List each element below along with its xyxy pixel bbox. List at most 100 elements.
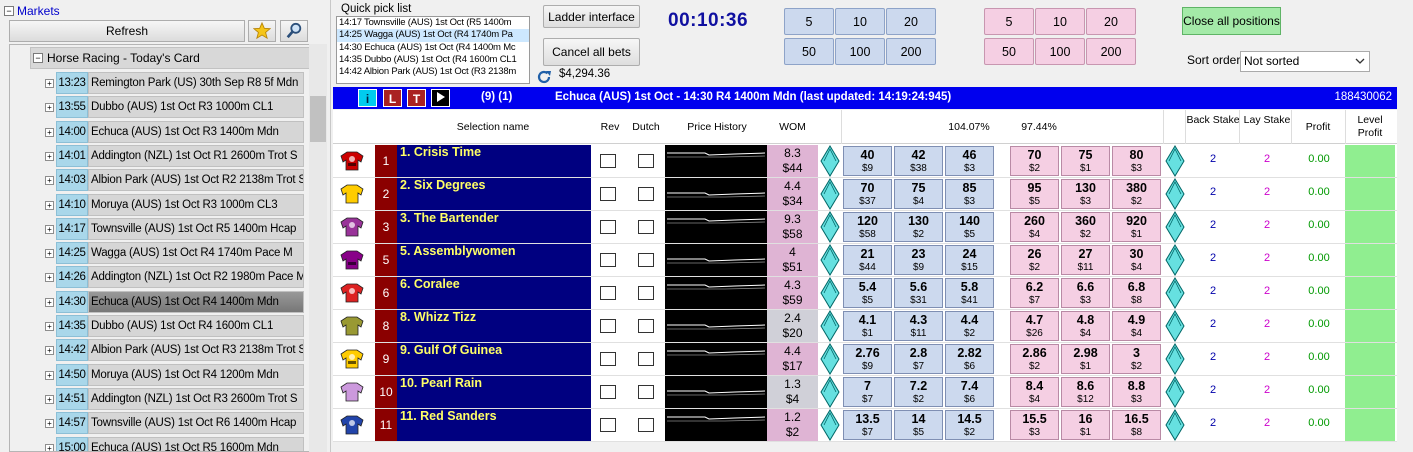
quick-pick-item[interactable]: 14:17 Townsville (AUS) 1st Oct (R5 1400m bbox=[339, 17, 512, 28]
rev-checkbox[interactable] bbox=[600, 385, 616, 399]
price-shift-icon[interactable] bbox=[1165, 409, 1185, 441]
rev-checkbox[interactable] bbox=[600, 352, 616, 366]
lay-price-cell[interactable]: 30 $4 bbox=[1112, 245, 1161, 275]
lay-price-cell[interactable]: 80 $3 bbox=[1112, 146, 1161, 176]
rev-checkbox[interactable] bbox=[600, 187, 616, 201]
plus-icon[interactable]: + bbox=[45, 419, 54, 429]
price-shift-icon[interactable] bbox=[1165, 244, 1185, 276]
market-item[interactable]: +14:25 Wagga (AUS) 1st Oct R4 1740m Pace … bbox=[45, 241, 304, 265]
price-shift-icon[interactable] bbox=[1165, 310, 1185, 342]
level-profit-cell[interactable] bbox=[1345, 277, 1395, 309]
back-price-cell[interactable]: 140 $5 bbox=[945, 212, 994, 242]
quick-pick-item[interactable]: 14:35 Dubbo (AUS) 1st Oct (R4 1600m CL1 bbox=[339, 53, 517, 65]
back-stake-cell[interactable]: 2 bbox=[1209, 252, 1217, 264]
lay-stake-cell[interactable]: 2 bbox=[1263, 384, 1271, 396]
price-shift-icon[interactable] bbox=[1165, 211, 1185, 243]
runner-name[interactable]: 3. The Bartender bbox=[397, 211, 591, 243]
price-shift-icon[interactable] bbox=[820, 178, 840, 210]
market-item[interactable]: +14:50 Moruya (AUS) 1st Oct R4 1200m Mdn bbox=[45, 363, 304, 387]
tree-root-horse-racing[interactable]: − Horse Racing - Today's Card bbox=[30, 47, 310, 69]
price-shift-icon[interactable] bbox=[820, 310, 840, 342]
plus-icon[interactable]: + bbox=[45, 151, 54, 161]
price-shift-icon[interactable] bbox=[1165, 145, 1185, 177]
ladder-interface-button[interactable]: Ladder interface bbox=[543, 5, 640, 28]
level-profit-cell[interactable] bbox=[1345, 211, 1395, 243]
markets-header[interactable]: − Markets bbox=[4, 3, 60, 19]
market-item[interactable]: +14:57 Townsville (AUS) 1st Oct R6 1400m … bbox=[45, 411, 304, 435]
back-price-cell[interactable]: 7.2 $2 bbox=[894, 377, 943, 407]
lay-price-cell[interactable]: 95 $5 bbox=[1010, 179, 1059, 209]
dutch-checkbox[interactable] bbox=[638, 319, 654, 333]
lay-price-cell[interactable]: 75 $1 bbox=[1061, 146, 1110, 176]
rev-checkbox[interactable] bbox=[600, 253, 616, 267]
price-shift-icon[interactable] bbox=[1165, 178, 1185, 210]
price-shift-icon[interactable] bbox=[820, 277, 840, 309]
lay-price-cell[interactable]: 360 $2 bbox=[1061, 212, 1110, 242]
lay-price-cell[interactable]: 8.4 $4 bbox=[1010, 377, 1059, 407]
lay-price-cell[interactable]: 4.8 $4 bbox=[1061, 311, 1110, 341]
plus-icon[interactable]: + bbox=[45, 370, 54, 380]
market-item[interactable]: +14:26 Addington (NZL) 1st Oct R2 1980m P… bbox=[45, 265, 304, 289]
back-price-cell[interactable]: 120 $58 bbox=[843, 212, 892, 242]
price-shift-icon[interactable] bbox=[820, 244, 840, 276]
market-item[interactable]: +15:00 Echuca (AUS) 1st Oct R5 1600m Mdn bbox=[45, 436, 304, 451]
back-stake-cell[interactable]: 2 bbox=[1209, 318, 1217, 330]
plus-icon[interactable]: + bbox=[45, 394, 54, 404]
lay-price-cell[interactable]: 4.9 $4 bbox=[1112, 311, 1161, 341]
back-price-cell[interactable]: 75 $4 bbox=[894, 179, 943, 209]
dutch-checkbox[interactable] bbox=[638, 286, 654, 300]
refresh-button[interactable]: Refresh bbox=[9, 20, 245, 42]
close-all-positions-button[interactable]: Close all positions bbox=[1182, 7, 1281, 35]
back-stake-cell[interactable]: 2 bbox=[1209, 219, 1217, 231]
lay-price-cell[interactable]: 130 $3 bbox=[1061, 179, 1110, 209]
quick-pick-item[interactable]: 14:42 Albion Park (AUS) 1st Oct (R3 2138… bbox=[339, 66, 517, 78]
runner-name[interactable]: 2. Six Degrees bbox=[397, 178, 591, 210]
l-button[interactable]: L bbox=[383, 89, 402, 107]
back-stake-button[interactable]: 20 bbox=[886, 8, 936, 35]
lay-price-cell[interactable]: 2.86 $2 bbox=[1010, 344, 1059, 374]
back-stake-cell[interactable]: 2 bbox=[1209, 186, 1217, 198]
back-price-cell[interactable]: 5.6 $31 bbox=[894, 278, 943, 308]
price-shift-icon[interactable] bbox=[820, 211, 840, 243]
runner-name[interactable]: 10. Pearl Rain bbox=[397, 376, 591, 408]
lay-price-cell[interactable]: 6.2 $7 bbox=[1010, 278, 1059, 308]
price-shift-icon[interactable] bbox=[820, 145, 840, 177]
lay-stake-cell[interactable]: 2 bbox=[1263, 417, 1271, 429]
lay-price-cell[interactable]: 380 $2 bbox=[1112, 179, 1161, 209]
dutch-checkbox[interactable] bbox=[638, 187, 654, 201]
back-price-cell[interactable]: 40 $9 bbox=[843, 146, 892, 176]
lay-price-cell[interactable]: 8.8 $3 bbox=[1112, 377, 1161, 407]
back-stake-button[interactable]: 10 bbox=[835, 8, 885, 35]
back-price-cell[interactable]: 2.82 $6 bbox=[945, 344, 994, 374]
plus-icon[interactable]: + bbox=[45, 103, 54, 113]
back-stake-cell[interactable]: 2 bbox=[1209, 153, 1217, 165]
back-stake-cell[interactable]: 2 bbox=[1209, 351, 1217, 363]
back-stake-button[interactable]: 50 bbox=[784, 38, 834, 65]
lay-price-cell[interactable]: 70 $2 bbox=[1010, 146, 1059, 176]
back-price-cell[interactable]: 4.3 $11 bbox=[894, 311, 943, 341]
back-price-cell[interactable]: 4.4 $2 bbox=[945, 311, 994, 341]
play-button[interactable] bbox=[431, 89, 450, 107]
plus-icon[interactable]: + bbox=[45, 346, 54, 356]
market-item[interactable]: +14:51 Addington (NZL) 1st Oct R3 2600m T… bbox=[45, 387, 304, 411]
t-button[interactable]: T bbox=[407, 89, 426, 107]
plus-icon[interactable]: + bbox=[45, 297, 54, 307]
dutch-checkbox[interactable] bbox=[638, 385, 654, 399]
plus-icon[interactable]: + bbox=[45, 79, 54, 88]
price-shift-icon[interactable] bbox=[820, 376, 840, 408]
market-item[interactable]: +13:55 Dubbo (AUS) 1st Oct R3 1000m CL1 bbox=[45, 95, 304, 119]
plus-icon[interactable]: + bbox=[45, 443, 54, 451]
quick-pick-list[interactable]: 14:17 Townsville (AUS) 1st Oct (R5 1400m… bbox=[336, 16, 530, 84]
lay-price-cell[interactable]: 27 $11 bbox=[1061, 245, 1110, 275]
back-stake-cell[interactable]: 2 bbox=[1209, 384, 1217, 396]
back-price-cell[interactable]: 14 $5 bbox=[894, 410, 943, 440]
level-profit-cell[interactable] bbox=[1345, 178, 1395, 210]
lay-price-cell[interactable]: 6.8 $8 bbox=[1112, 278, 1161, 308]
back-stake-button[interactable]: 200 bbox=[886, 38, 936, 65]
market-item[interactable]: +14:10 Moruya (AUS) 1st Oct R3 1000m CL3 bbox=[45, 193, 304, 217]
market-item[interactable]: +14:17 Townsville (AUS) 1st Oct R5 1400m … bbox=[45, 217, 304, 241]
back-price-cell[interactable]: 85 $3 bbox=[945, 179, 994, 209]
back-stake-button[interactable]: 100 bbox=[835, 38, 885, 65]
back-price-cell[interactable]: 7 $7 bbox=[843, 377, 892, 407]
price-shift-icon[interactable] bbox=[1165, 376, 1185, 408]
